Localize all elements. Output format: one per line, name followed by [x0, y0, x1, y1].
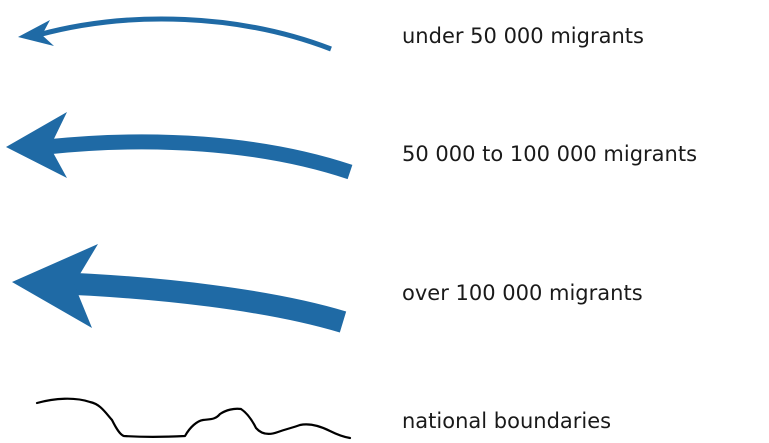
legend-label-50000-to-100000: 50 000 to 100 000 migrants	[402, 142, 698, 166]
boundary-line-icon	[35, 397, 352, 440]
medium-arrow-icon	[6, 112, 353, 180]
legend-label-under-50000: under 50 000 migrants	[402, 24, 644, 48]
thick-arrow-icon	[12, 244, 347, 333]
legend-label-over-100000: over 100 000 migrants	[402, 281, 643, 305]
legend-label-national-boundaries: national boundaries	[402, 409, 612, 433]
thin-arrow-icon	[18, 16, 332, 52]
